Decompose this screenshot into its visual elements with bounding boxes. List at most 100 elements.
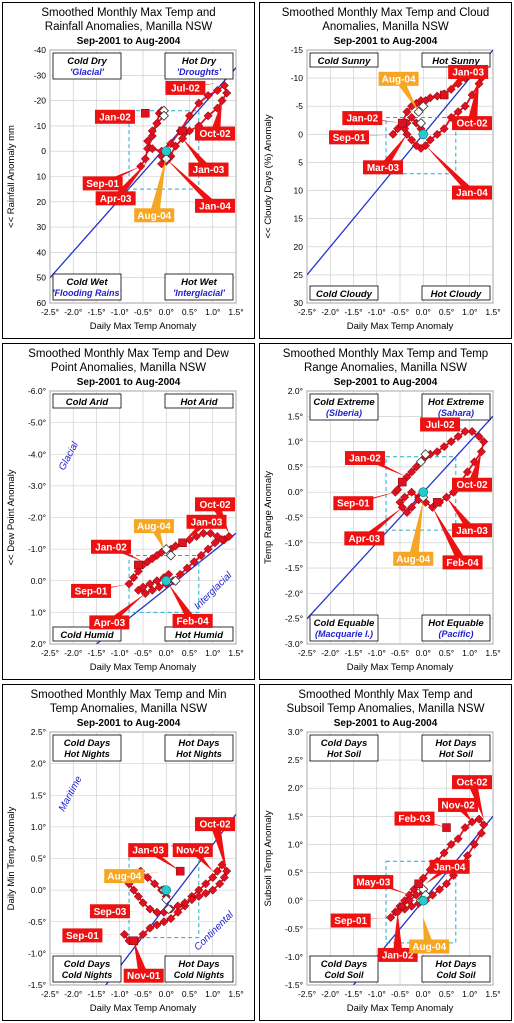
callout-text: Sep-01 <box>86 179 119 190</box>
quadrant-box <box>52 955 122 983</box>
data-point <box>219 80 229 90</box>
data-point <box>189 557 199 567</box>
callout-text: Sep-01 <box>334 916 367 927</box>
callout-box <box>82 176 123 191</box>
y-tick-label: -0.5° <box>28 917 46 927</box>
x-tick-label: 0.5° <box>439 648 454 658</box>
plot-inner <box>307 50 493 276</box>
x-tick-label: 1.0° <box>205 648 220 658</box>
x-axis-label: Daily Max Temp Anomaly <box>347 1003 454 1014</box>
square-point <box>442 823 451 832</box>
y-tick-label: 5 <box>298 157 303 167</box>
quadrant-subtitle: Cold Nights <box>174 970 225 980</box>
callout-box <box>438 797 479 812</box>
callout-sep-01: Sep-01 <box>62 928 125 943</box>
quadrant-label-bl: Cold Wet'Flooding Rains' <box>52 273 122 301</box>
callout-box <box>134 208 175 223</box>
open-point <box>163 904 174 915</box>
chart-title: Smoothed Monthly Max Temp and Dew <box>28 348 229 360</box>
square-point <box>398 118 407 128</box>
mean-point <box>161 885 172 895</box>
data-point <box>215 879 225 889</box>
quadrant-title: Cold Equable <box>314 618 375 629</box>
data-point <box>393 485 403 495</box>
mean-point <box>418 895 429 906</box>
callout-box <box>195 126 235 141</box>
data-point <box>386 912 396 923</box>
chart-panel-1: Smoothed Monthly Max Temp and Rainfall An… <box>2 2 255 339</box>
callout-text: Aug-04 <box>137 211 171 222</box>
x-tick-label: -1.5° <box>87 648 105 658</box>
callout-pointer <box>392 911 403 955</box>
quadrant-title: Cold Sunny <box>318 56 371 67</box>
dashed-box <box>128 110 200 190</box>
callout-text: Aug-04 <box>382 74 416 85</box>
y-tick-label: -3.0° <box>285 639 303 649</box>
x-tick-label: -2.5° <box>298 307 316 317</box>
square-point <box>129 936 138 945</box>
callout-text: Aug-04 <box>412 942 446 953</box>
quadrant-label-br: Hot Cloudy <box>421 285 491 301</box>
y-tick-label: -1.5° <box>285 563 303 573</box>
y-tick-label: -1.0° <box>28 544 46 554</box>
y-tick-label: 0.0° <box>288 487 303 497</box>
quadrant-title: Cold Cloudy <box>316 289 373 300</box>
callout-text: Jul-02 <box>171 83 200 94</box>
callout-text: Jan-03 <box>452 67 484 78</box>
callout-pointer <box>467 451 482 485</box>
y-tick-label: -40 <box>34 45 47 55</box>
callout-box <box>377 947 418 962</box>
callout-text: Nov-02 <box>441 800 475 811</box>
quadrant-box <box>164 273 234 301</box>
quadrant-title: Hot Extreme <box>428 397 485 408</box>
quadrant-title: Cold Humid <box>60 630 113 641</box>
data-point <box>129 573 139 583</box>
square-point <box>134 560 143 570</box>
chart-title: Smoothed Monthly Max Temp and Min <box>30 689 226 701</box>
data-point <box>119 929 129 939</box>
callout-box <box>195 497 235 512</box>
data-point <box>147 126 157 136</box>
quadrant-title: Cold Days <box>321 959 367 970</box>
x-tick-label: 1.0° <box>205 307 220 317</box>
chart-title: Anomalies, Manilla NSW <box>322 21 449 33</box>
quadrant-box <box>309 52 379 68</box>
quadrant-title: Cold Arid <box>66 397 109 408</box>
data-point <box>201 888 211 898</box>
quadrant-box <box>309 614 379 642</box>
callout-text: Sep-01 <box>75 586 108 597</box>
quadrant-subtitle: Cold Soil <box>437 970 476 980</box>
callout-pointer <box>110 161 148 199</box>
open-point <box>420 449 431 460</box>
data-point <box>198 528 209 538</box>
data-point <box>441 492 452 502</box>
callout-oct-02: Oct-02 <box>195 817 235 872</box>
y-tick-label: 30 <box>37 222 47 232</box>
callout-box <box>123 968 164 983</box>
callout-box <box>172 843 213 858</box>
open-point <box>415 456 426 467</box>
y-tick-label: -6.0° <box>28 386 46 396</box>
quadrant-box <box>52 626 122 642</box>
chart-panel-5: Smoothed Monthly Max Temp and Min Temp An… <box>2 684 255 1021</box>
quadrant-label-tl: Cold Dry'Glacial' <box>52 52 122 80</box>
callout-text: Apr-03 <box>348 534 380 545</box>
data-point <box>434 884 445 894</box>
callout-box <box>452 775 492 790</box>
data-point <box>439 124 449 134</box>
callout-text: Aug-04 <box>396 554 430 565</box>
y-tick-label: 50 <box>37 273 47 283</box>
chart-panel-3: Smoothed Monthly Max Temp and Dew Point A… <box>2 343 255 680</box>
callout-jan-02: Jan-02 <box>344 451 407 478</box>
x-tick-label: 0.0° <box>416 989 431 999</box>
quadrant-box <box>164 955 234 983</box>
callout-jan-03: Jan-03 <box>128 843 181 872</box>
chart-title: Subsoil Temp Anomalies, Manilla NSW <box>287 703 485 715</box>
x-tick-label: -2.0° <box>321 648 339 658</box>
x-tick-label: -1.0° <box>111 989 129 999</box>
quadrant-box <box>421 955 491 983</box>
x-tick-label: -1.0° <box>368 307 386 317</box>
